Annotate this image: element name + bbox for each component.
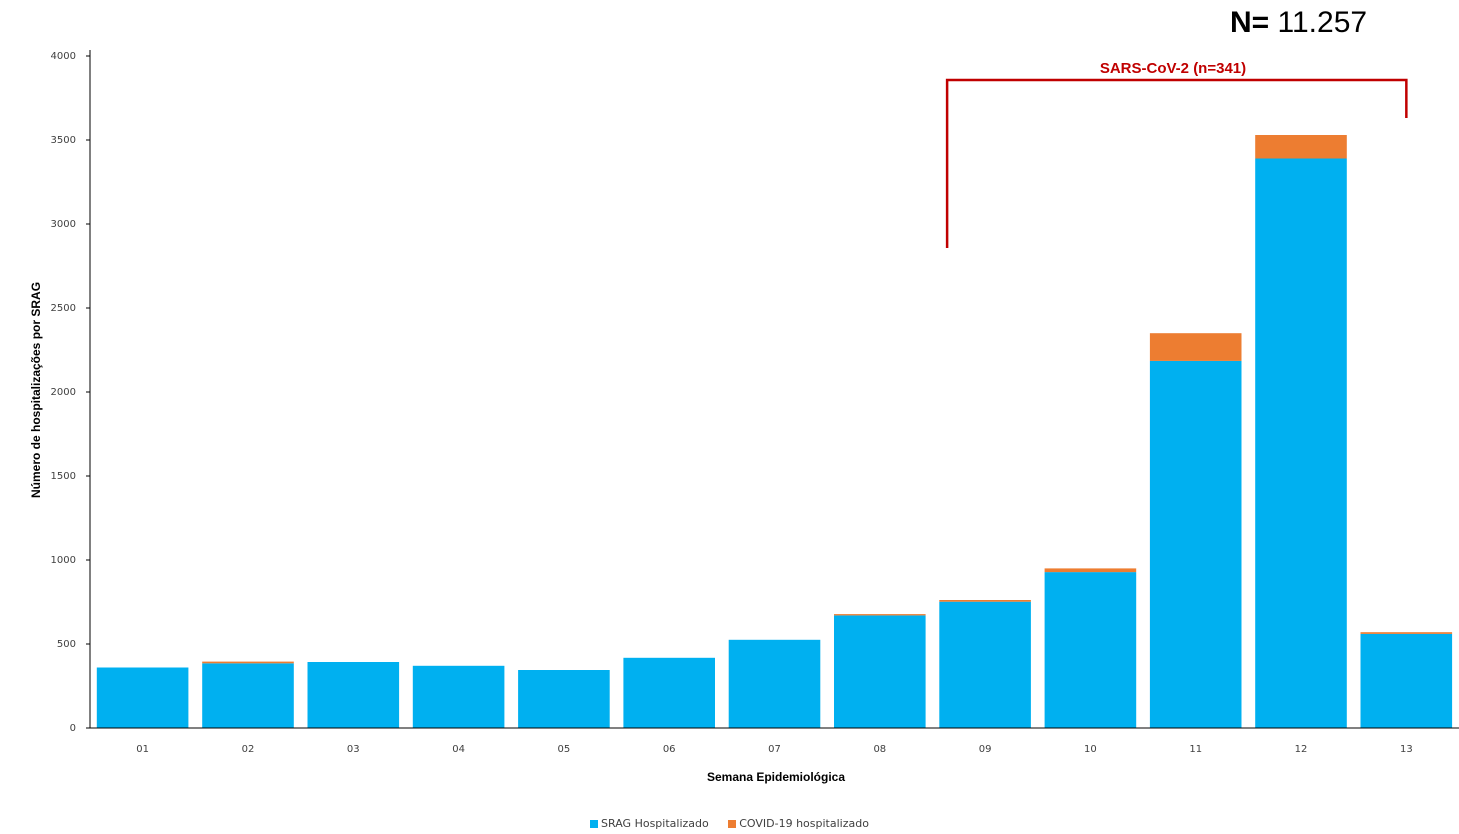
y-tick-label-2500: 2500 — [51, 303, 76, 314]
x-tick-label-10: 10 — [1084, 744, 1097, 755]
bar-covid-09 — [939, 600, 1031, 602]
total-count-label: N= — [1230, 6, 1270, 39]
bar-covid-02 — [202, 661, 294, 664]
bar-srag-13 — [1360, 633, 1453, 728]
axes-layer: 0 500 1000 1500 2000 2500 3000 3500 4000 01 02 03 04… — [51, 50, 1459, 755]
bar-covid-11 — [1149, 333, 1242, 361]
bar-srag-10 — [1044, 572, 1137, 728]
legend-item-covid: COVID-19 hospitalizado — [728, 817, 869, 830]
x-tick-label-06: 06 — [663, 744, 676, 755]
annotation-label: SARS-CoV-2 (n=341) — [1100, 60, 1246, 77]
bar-srag-05 — [518, 670, 610, 728]
bar-covid-13 — [1360, 632, 1453, 634]
bar-srag-09 — [939, 601, 1031, 728]
total-count-value: 11.257 — [1277, 6, 1368, 39]
x-tick-label-08: 08 — [873, 744, 886, 755]
legend: SRAG Hospitalizado COVID-19 hospitalizad… — [0, 817, 1459, 831]
y-tick-label-500: 500 — [57, 639, 76, 650]
y-tick-label-3500: 3500 — [51, 135, 76, 146]
legend-label-covid: COVID-19 hospitalizado — [739, 817, 869, 830]
y-tick-label-3000: 3000 — [51, 219, 76, 230]
bracket-line — [945, 78, 1408, 248]
bar-covid-12 — [1255, 135, 1347, 159]
x-tick-label-07: 07 — [768, 744, 781, 755]
x-tick-label-01: 01 — [136, 744, 149, 755]
x-tick-label-09: 09 — [979, 744, 992, 755]
bar-covid-10 — [1044, 568, 1137, 573]
legend-swatch-covid — [728, 819, 737, 828]
bar-srag-07 — [728, 639, 821, 728]
x-tick-label-03: 03 — [347, 744, 360, 755]
y-axis-label: Número de hospitalizações por SRAG — [29, 282, 43, 498]
legend-item-srag: SRAG Hospitalizado — [590, 817, 709, 830]
y-tick-label-0: 0 — [70, 723, 76, 734]
total-count: N= 11.257 — [1230, 6, 1367, 40]
bar-srag-01 — [96, 667, 189, 728]
x-axis-label: Semana Epidemiológica — [707, 770, 845, 784]
bar-srag-02 — [202, 663, 294, 728]
x-tick-label-05: 05 — [558, 744, 571, 755]
legend-swatch-srag — [590, 819, 599, 828]
x-tick-label-02: 02 — [242, 744, 255, 755]
x-tick-label-12: 12 — [1295, 744, 1308, 755]
bars-layer — [96, 135, 1453, 728]
y-tick-label-1500: 1500 — [51, 471, 76, 482]
x-tick-label-13: 13 — [1400, 744, 1413, 755]
bar-srag-03 — [307, 662, 400, 728]
y-tick-label-1000: 1000 — [51, 555, 76, 566]
bar-covid-08 — [834, 614, 926, 616]
x-tick-label-04: 04 — [452, 744, 465, 755]
x-tick-label-11: 11 — [1189, 744, 1202, 755]
bar-srag-06 — [623, 657, 715, 728]
bar-srag-08 — [834, 615, 926, 728]
y-tick-label-2000: 2000 — [51, 387, 76, 398]
sars-cov-2-bracket — [945, 78, 1408, 248]
bar-srag-11 — [1149, 360, 1242, 728]
y-tick-label-4000: 4000 — [51, 51, 76, 62]
bar-srag-04 — [412, 665, 505, 728]
bar-srag-12 — [1255, 158, 1347, 728]
legend-label-srag: SRAG Hospitalizado — [601, 817, 709, 830]
